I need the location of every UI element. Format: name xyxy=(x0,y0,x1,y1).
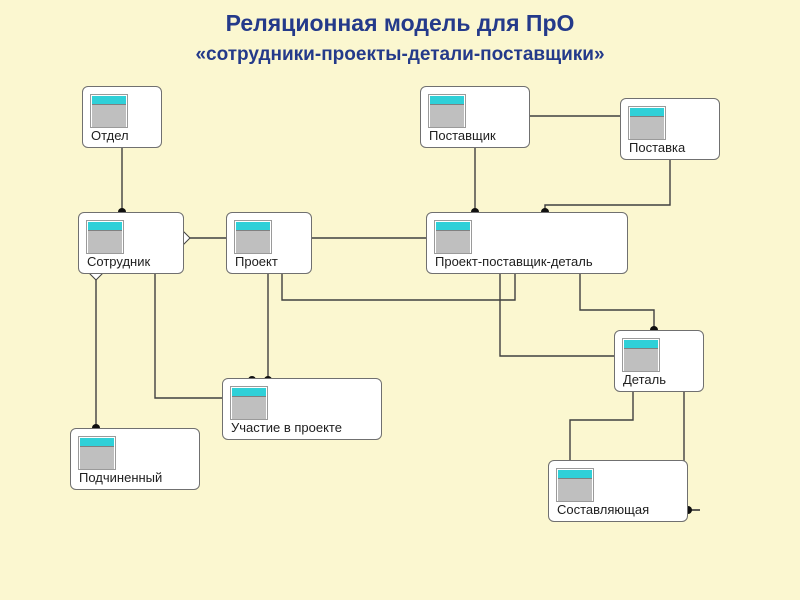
entity-proekt: Проект xyxy=(226,212,312,274)
table-icon xyxy=(427,93,467,129)
table-icon xyxy=(555,467,595,503)
entity-detal: Деталь xyxy=(614,330,704,392)
entity-label: Поставщик xyxy=(429,128,496,143)
table-icon xyxy=(77,435,117,471)
table-icon xyxy=(229,385,269,421)
entity-ppd: Проект-поставщик-деталь xyxy=(426,212,628,274)
table-icon xyxy=(89,93,129,129)
entity-label: Поставка xyxy=(629,140,685,155)
entity-postavka: Поставка xyxy=(620,98,720,160)
table-icon xyxy=(233,219,273,255)
entity-label: Участие в проекте xyxy=(231,420,342,435)
entity-label: Сотрудник xyxy=(87,254,150,269)
entity-label: Проект-поставщик-деталь xyxy=(435,254,593,269)
title-line-1: Реляционная модель для ПрО xyxy=(0,10,800,37)
title-line-2: «сотрудники-проекты-детали-поставщики» xyxy=(0,44,800,66)
entity-label: Подчиненный xyxy=(79,470,162,485)
table-icon xyxy=(433,219,473,255)
entity-label: Отдел xyxy=(91,128,129,143)
table-icon xyxy=(85,219,125,255)
entity-label: Деталь xyxy=(623,372,666,387)
entity-label: Составляющая xyxy=(557,502,649,517)
edge xyxy=(282,274,405,300)
edge xyxy=(545,160,670,212)
table-icon xyxy=(621,337,661,373)
edge xyxy=(405,274,515,300)
entity-otdel: Отдел xyxy=(82,86,162,148)
edge xyxy=(580,274,654,330)
table-icon xyxy=(627,105,667,141)
entity-uchastie: Участие в проекте xyxy=(222,378,382,440)
entity-podchin: Подчиненный xyxy=(70,428,200,490)
entity-sostav: Составляющая xyxy=(548,460,688,522)
entity-sotrudnik: Сотрудник xyxy=(78,212,184,274)
entity-postavshik: Поставщик xyxy=(420,86,530,148)
diagram-stage: Реляционная модель для ПрО «сотрудники-п… xyxy=(0,0,800,600)
edge xyxy=(500,274,614,356)
entity-label: Проект xyxy=(235,254,278,269)
